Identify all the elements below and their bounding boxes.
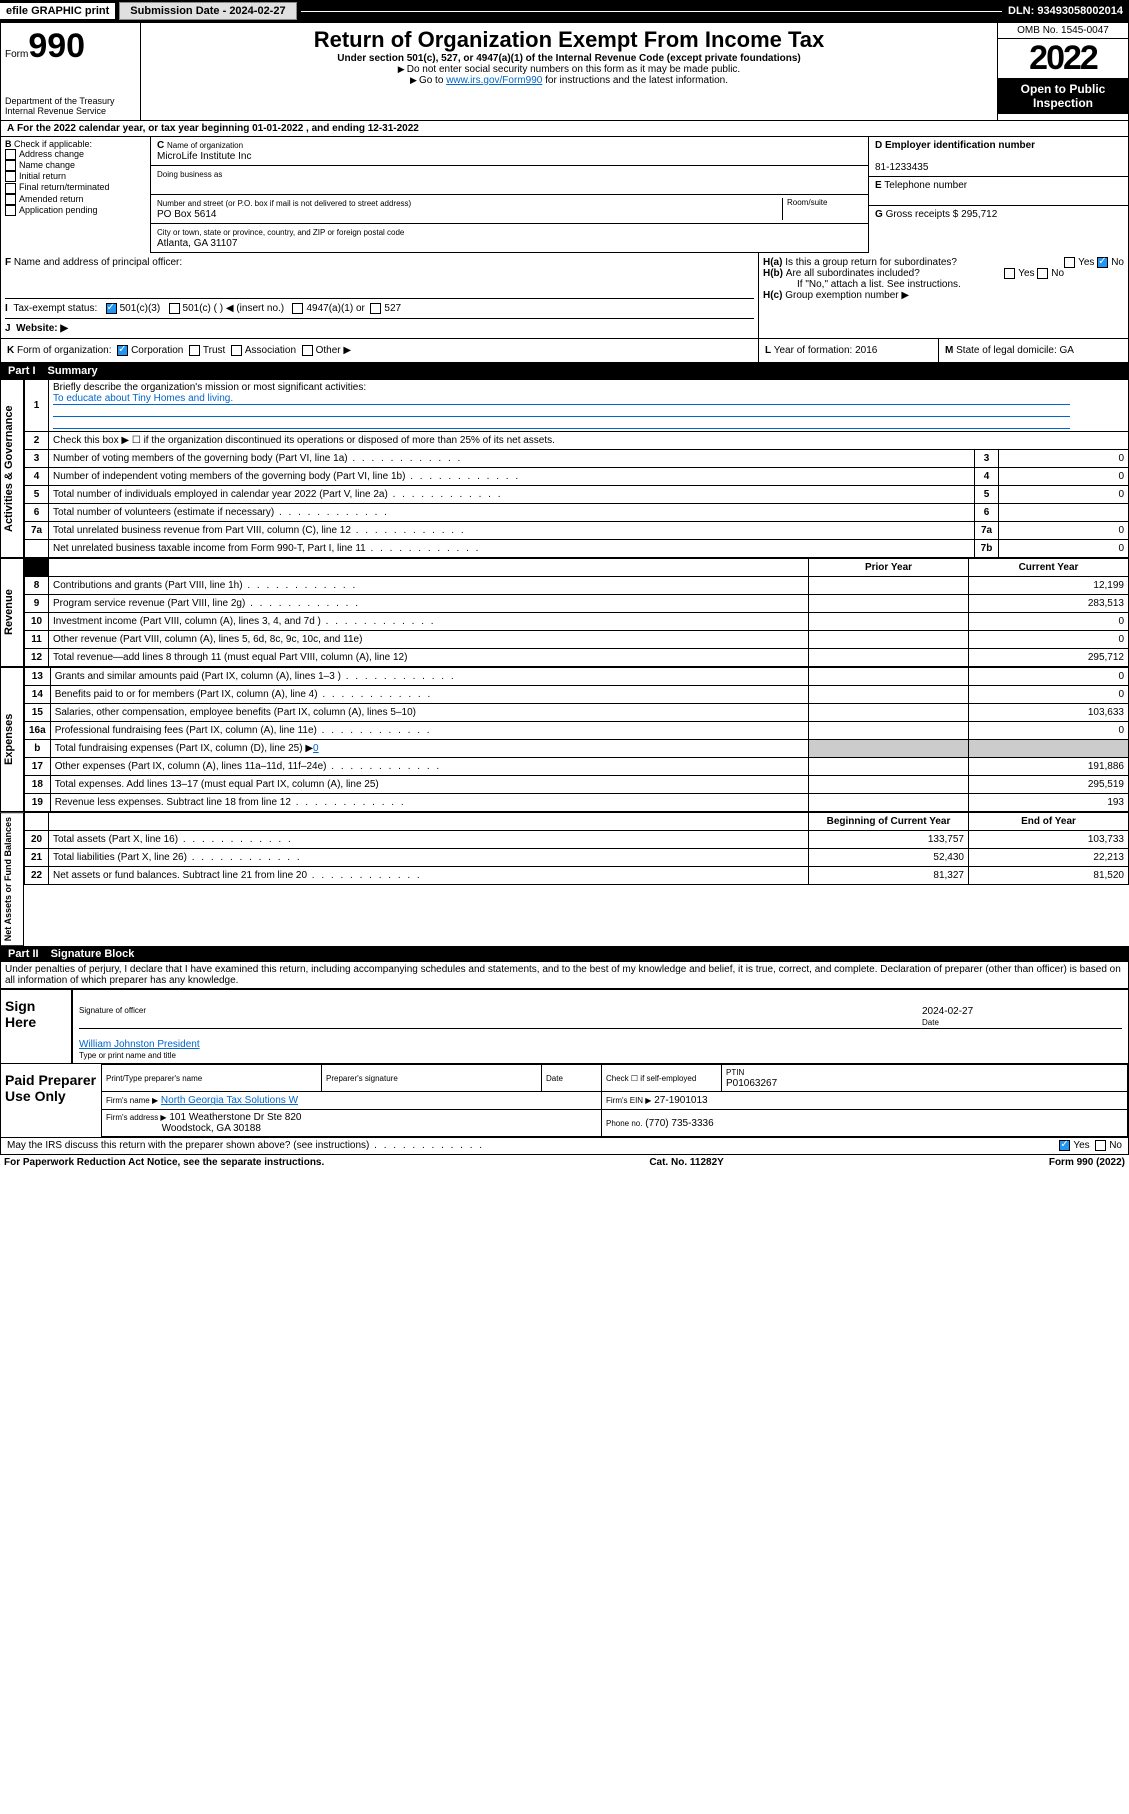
c-name-label: Name of organization	[167, 141, 243, 150]
chk-name-change[interactable]: Name change	[19, 160, 75, 170]
discuss-row: May the IRS discuss this return with the…	[0, 1138, 1129, 1154]
hb-label: Are all subordinates included?	[786, 268, 920, 279]
klm-block: K Form of organization: Corporation Trus…	[0, 339, 1129, 363]
ha-label: Is this a group return for subordinates?	[785, 257, 957, 268]
entity-block: B Check if applicable: Address change Na…	[0, 137, 1129, 253]
vlabel-expenses: Expenses	[0, 667, 24, 812]
page-footer: For Paperwork Reduction Act Notice, see …	[0, 1155, 1129, 1170]
ein-label: Employer identification number	[885, 140, 1035, 151]
paid-preparer-label: Paid Preparer Use Only	[1, 1064, 101, 1137]
year-formation: 2016	[855, 345, 877, 356]
chk-527[interactable]: 527	[384, 303, 401, 314]
ptin: P01063267	[726, 1078, 777, 1089]
tax-status-label: Tax-exempt status:	[13, 303, 97, 314]
domicile: GA	[1060, 345, 1074, 356]
omb-number: OMB No. 1545-0047	[998, 23, 1128, 39]
firm-addr2: Woodstock, GA 30188	[162, 1123, 261, 1134]
line2: Check this box ▶ ☐ if the organization d…	[49, 432, 1129, 450]
sig-officer-label: Signature of officer	[79, 1006, 922, 1028]
form-number: 990	[28, 27, 85, 65]
firm-ein: 27-1901013	[654, 1095, 707, 1106]
firm-addr1: 101 Weatherstone Dr Ste 820	[169, 1112, 301, 1123]
gross-receipts: 295,712	[961, 209, 997, 220]
room-label: Room/suite	[782, 198, 862, 220]
vlabel-revenue: Revenue	[0, 558, 24, 667]
topbar: efile GRAPHIC print Submission Date - 20…	[0, 0, 1129, 22]
chk-initial[interactable]: Initial return	[19, 171, 66, 181]
website-label: Website: ▶	[16, 323, 68, 334]
officer-label: Name and address of principal officer:	[14, 257, 182, 268]
summary-expenses: 13Grants and similar amounts paid (Part …	[24, 667, 1129, 812]
summary-governance: 1Briefly describe the organization's mis…	[24, 379, 1129, 558]
form-subtitle: Under section 501(c), 527, or 4947(a)(1)…	[145, 53, 993, 64]
chk-app-pending[interactable]: Application pending	[19, 205, 98, 215]
form-title: Return of Organization Exempt From Incom…	[145, 27, 993, 53]
note-ssn: Do not enter social security numbers on …	[407, 64, 740, 75]
chk-trust[interactable]: Trust	[203, 345, 225, 356]
chk-501c[interactable]: 501(c) ( ) ◀ (insert no.)	[183, 303, 285, 314]
dba-label: Doing business as	[157, 170, 222, 179]
part1-header: Part I Summary	[0, 363, 1129, 379]
part2-header: Part II Signature Block	[0, 946, 1129, 962]
org-name: MicroLife Institute Inc	[157, 151, 251, 162]
officer-name[interactable]: William Johnston President	[79, 1039, 200, 1050]
vlabel-netassets: Net Assets or Fund Balances	[0, 812, 24, 946]
fundraising-total[interactable]: 0	[313, 743, 319, 754]
sign-here-block: Sign Here Signature of officer 2024-02-2…	[0, 989, 1129, 1064]
form-prefix: Form	[5, 49, 28, 60]
tax-year: 2022	[998, 39, 1128, 78]
hc-label: Group exemption number ▶	[785, 290, 909, 301]
firm-phone: (770) 735-3336	[645, 1118, 713, 1129]
chk-address-change[interactable]: Address change	[19, 149, 84, 159]
efile-badge[interactable]: efile GRAPHIC print	[0, 3, 115, 19]
chk-amended[interactable]: Amended return	[19, 194, 84, 204]
dept-label: Department of the Treasury Internal Reve…	[5, 96, 136, 116]
firm-name[interactable]: North Georgia Tax Solutions W	[161, 1095, 298, 1106]
gross-label: Gross receipts $	[886, 209, 959, 220]
sign-here-label: Sign Here	[1, 990, 71, 1063]
form-header: Form990 Department of the Treasury Inter…	[0, 22, 1129, 121]
b-label: Check if applicable:	[14, 139, 92, 149]
dln: DLN: 93493058002014	[1002, 3, 1129, 19]
phone-label: Telephone number	[884, 180, 967, 191]
chk-final[interactable]: Final return/terminated	[19, 182, 110, 192]
chk-corp[interactable]: Corporation	[131, 345, 183, 356]
discuss-no[interactable]: No	[1109, 1141, 1122, 1152]
line-a: A For the 2022 calendar year, or tax yea…	[0, 121, 1129, 137]
chk-4947[interactable]: 4947(a)(1) or	[306, 303, 364, 314]
paid-preparer-block: Paid Preparer Use Only Print/Type prepar…	[0, 1064, 1129, 1138]
summary-revenue: bPrior YearCurrent Year 8Contributions a…	[24, 558, 1129, 667]
city: Atlanta, GA 31107	[157, 238, 237, 249]
k-label: Form of organization:	[17, 345, 112, 356]
summary-netassets: Beginning of Current YearEnd of Year 20T…	[24, 812, 1129, 885]
submission-date-button[interactable]: Submission Date - 2024-02-27	[119, 2, 296, 20]
fh-block: F Name and address of principal officer:…	[0, 253, 1129, 339]
mission: To educate about Tiny Homes and living.	[53, 393, 1070, 405]
chk-self-employed[interactable]: Check ☐ if self-employed	[602, 1065, 722, 1092]
irs-link[interactable]: www.irs.gov/Form990	[446, 75, 542, 86]
ein: 81-1233435	[875, 162, 928, 173]
open-public: Open to Public Inspection	[998, 78, 1128, 114]
declaration: Under penalties of perjury, I declare th…	[0, 962, 1129, 989]
sig-date: 2024-02-27	[922, 1006, 973, 1017]
street: PO Box 5614	[157, 209, 216, 220]
chk-other[interactable]: Other ▶	[316, 345, 351, 356]
chk-assoc[interactable]: Association	[245, 345, 296, 356]
hb-note: If "No," attach a list. See instructions…	[797, 279, 961, 290]
chk-501c3[interactable]: 501(c)(3)	[120, 303, 161, 314]
discuss-yes[interactable]: Yes	[1073, 1141, 1089, 1152]
vlabel-activities: Activities & Governance	[0, 379, 24, 558]
